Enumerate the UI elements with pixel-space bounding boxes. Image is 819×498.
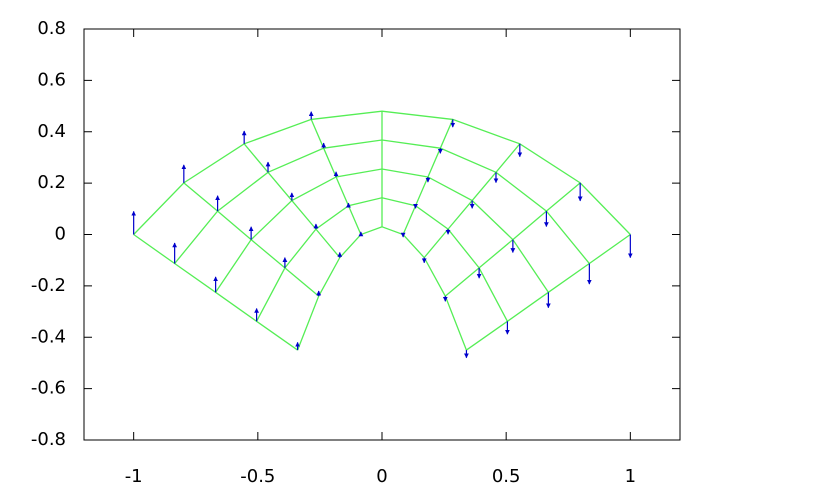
x-tick-label: -0.5 [240, 466, 275, 487]
y-tick-label: 0.8 [37, 18, 66, 39]
mesh-radial [243, 143, 341, 259]
x-tick-label: 0.5 [492, 466, 521, 487]
x-tick-label: 0 [376, 466, 387, 487]
y-tick-label: 0 [55, 224, 66, 245]
x-tick-label: 1 [625, 466, 636, 487]
y-tick-label: -0.6 [31, 378, 66, 399]
y-tick-label: 0.2 [37, 172, 66, 193]
y-tick-label: -0.4 [31, 326, 66, 347]
mesh-radial [444, 182, 581, 297]
plot-frame [83, 28, 681, 441]
mesh-arc [296, 226, 468, 351]
y-tick-label: -0.2 [31, 275, 66, 296]
y-tick-label: 0.4 [37, 121, 66, 142]
y-tick-label: 0.6 [37, 69, 66, 90]
x-tick-label: -1 [125, 466, 143, 487]
y-tick-label: -0.8 [31, 429, 66, 450]
mesh-radial [402, 119, 454, 235]
